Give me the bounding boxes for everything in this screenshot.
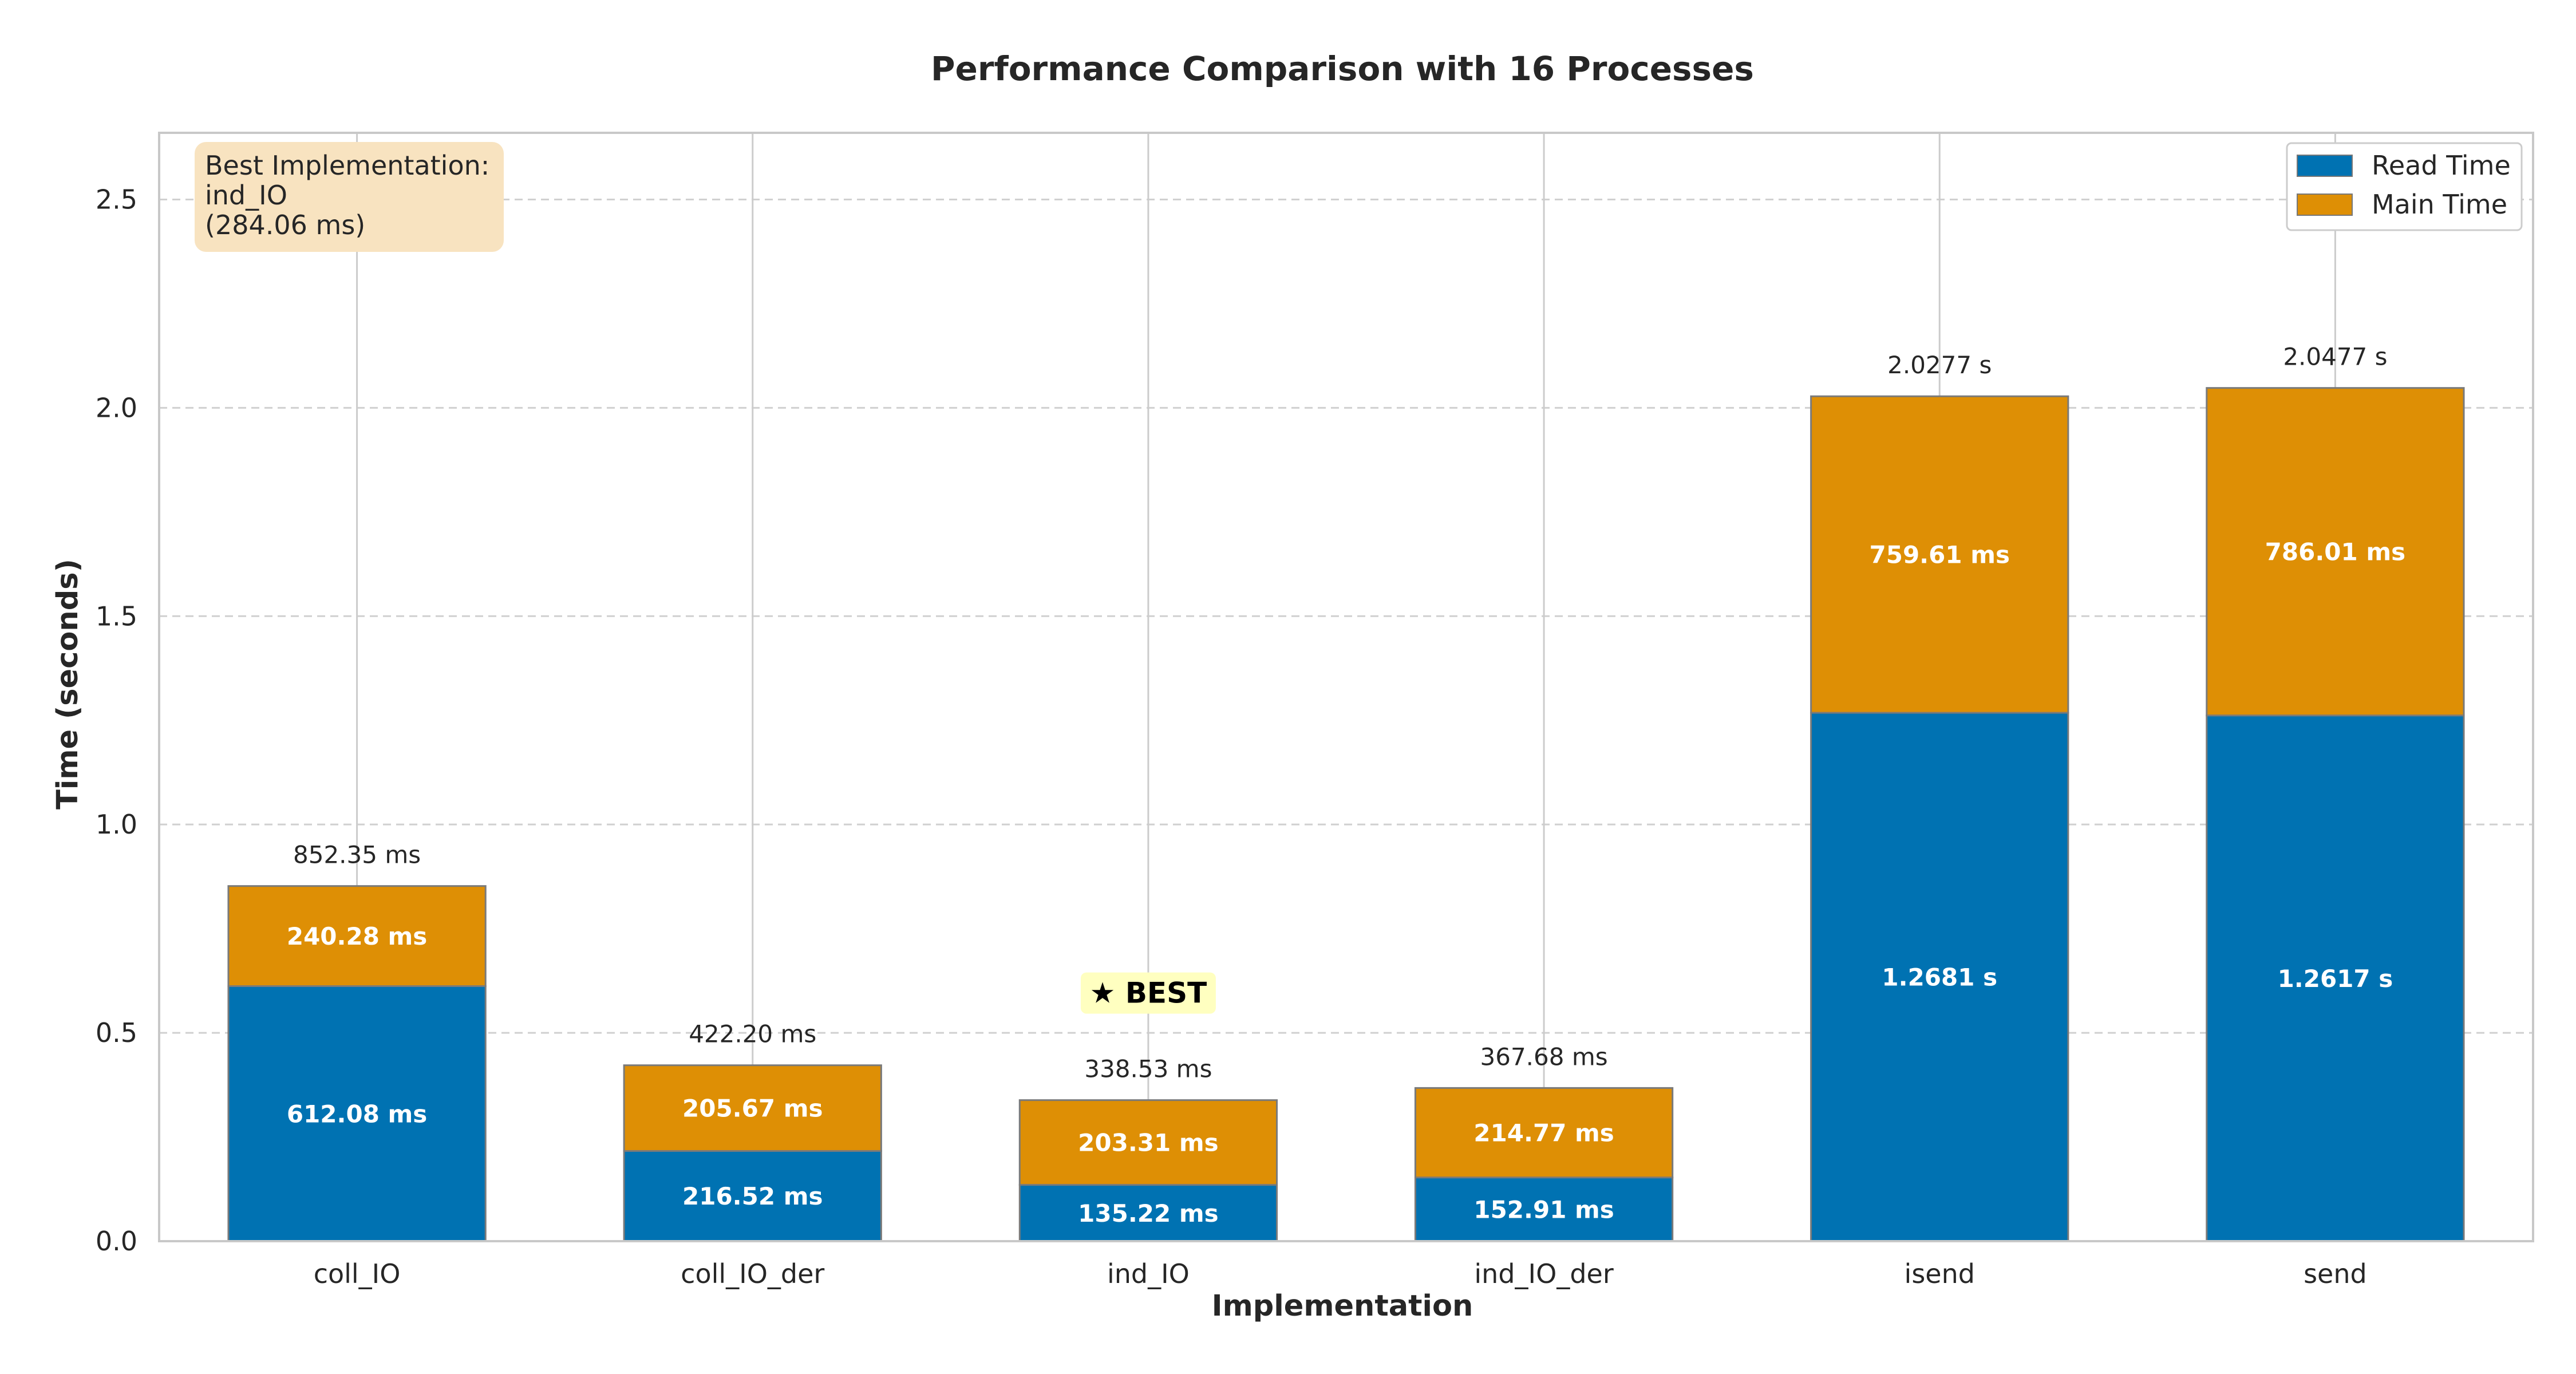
bar-send-read-time xyxy=(2206,714,2465,1242)
y-tick-label: 1.5 xyxy=(96,601,137,631)
x-tick-label: ind_IO xyxy=(1107,1258,1190,1289)
bar-ind_IO_der-main-time xyxy=(1414,1087,1674,1179)
bar-isend-main-time xyxy=(1810,395,2069,714)
y-tick-label: 2.0 xyxy=(96,392,137,423)
best-implementation-box: Best Implementation: ind_IO (284.06 ms) xyxy=(195,142,504,252)
bar-value-label: 205.67 ms xyxy=(682,1095,823,1123)
x-tick-label: send xyxy=(2304,1258,2367,1289)
bar-value-label: 786.01 ms xyxy=(2265,538,2405,566)
y-tick-label: 0.0 xyxy=(96,1226,137,1257)
y-tick-label: 1.0 xyxy=(96,809,137,840)
x-tick-label: isend xyxy=(1905,1258,1975,1289)
bar-ind_IO-read-time xyxy=(1018,1184,1278,1242)
best-marker-background xyxy=(1080,972,1216,1014)
bar-coll_IO-read-time xyxy=(227,985,487,1242)
bar-labels: 612.08 ms 240.28 ms 852.35 ms 216.52 ms 205.… xyxy=(287,343,2405,1227)
y-axis-label: Time (seconds) xyxy=(51,559,85,810)
bar-value-label: 1.2681 s xyxy=(1882,964,1997,992)
info-box-line-3: (284.06 ms) xyxy=(205,210,365,240)
x-tick-label: coll_IO xyxy=(314,1258,401,1289)
x-tick-label: coll_IO_der xyxy=(681,1258,824,1289)
bar-coll_IO_der-read-time xyxy=(623,1150,882,1242)
bar-ind_IO_der-read-time xyxy=(1414,1176,1674,1242)
legend-label-main-time: Main Time xyxy=(2372,189,2507,220)
info-box-background xyxy=(195,142,504,252)
y-tick-label: 2.5 xyxy=(96,184,137,215)
x-tick-label: ind_IO_der xyxy=(1474,1258,1613,1289)
y-tick-label: 0.5 xyxy=(96,1017,137,1048)
bar-value-label: 612.08 ms xyxy=(287,1100,427,1128)
info-box-line-2: ind_IO xyxy=(205,180,287,211)
bar-group xyxy=(227,387,2465,1242)
info-box-line-1: Best Implementation: xyxy=(205,150,489,181)
bar-value-label: 203.31 ms xyxy=(1078,1129,1218,1157)
chart-title: Performance Comparison with 16 Processes xyxy=(931,49,1754,88)
bar-ind_IO-main-time xyxy=(1018,1099,1278,1186)
bar-value-label: 240.28 ms xyxy=(287,922,427,950)
bar-total-label: 338.53 ms xyxy=(1084,1055,1212,1083)
bar-value-label: 214.77 ms xyxy=(1473,1119,1614,1147)
bar-coll_IO-main-time xyxy=(227,885,487,988)
legend-label-read-time: Read Time xyxy=(2372,150,2511,181)
bar-coll_IO_der-main-time xyxy=(623,1064,882,1152)
bar-total-label: 2.0277 s xyxy=(1887,351,1992,379)
bar-total-label: 2.0477 s xyxy=(2283,343,2387,371)
legend: Read Time Main Time xyxy=(2286,142,2523,231)
bar-value-label: 152.91 ms xyxy=(1473,1195,1614,1223)
legend-swatch-main-time xyxy=(2297,194,2353,216)
axes: 0.0 0.5 1.0 1.5 2.0 2.5 coll_IO coll_IO_der ind_… xyxy=(96,132,2534,1289)
bar-value-label: 135.22 ms xyxy=(1078,1199,1218,1227)
bar-value-label: 1.2617 s xyxy=(2278,965,2393,993)
bar-value-label: 216.52 ms xyxy=(682,1182,823,1210)
bar-total-label: 422.20 ms xyxy=(689,1020,816,1048)
bar-isend-read-time xyxy=(1810,712,2069,1242)
bar-total-label: 367.68 ms xyxy=(1480,1043,1608,1071)
bar-send-main-time xyxy=(2206,387,2465,717)
legend-swatch-read-time xyxy=(2297,155,2353,177)
x-axis-label: Implementation xyxy=(1212,1289,1473,1323)
bar-value-label: 759.61 ms xyxy=(1870,541,2010,569)
plot-frame xyxy=(158,132,2534,1242)
bar-total-label: 852.35 ms xyxy=(293,841,421,869)
best-marker: ★ BEST xyxy=(1090,977,1207,1010)
